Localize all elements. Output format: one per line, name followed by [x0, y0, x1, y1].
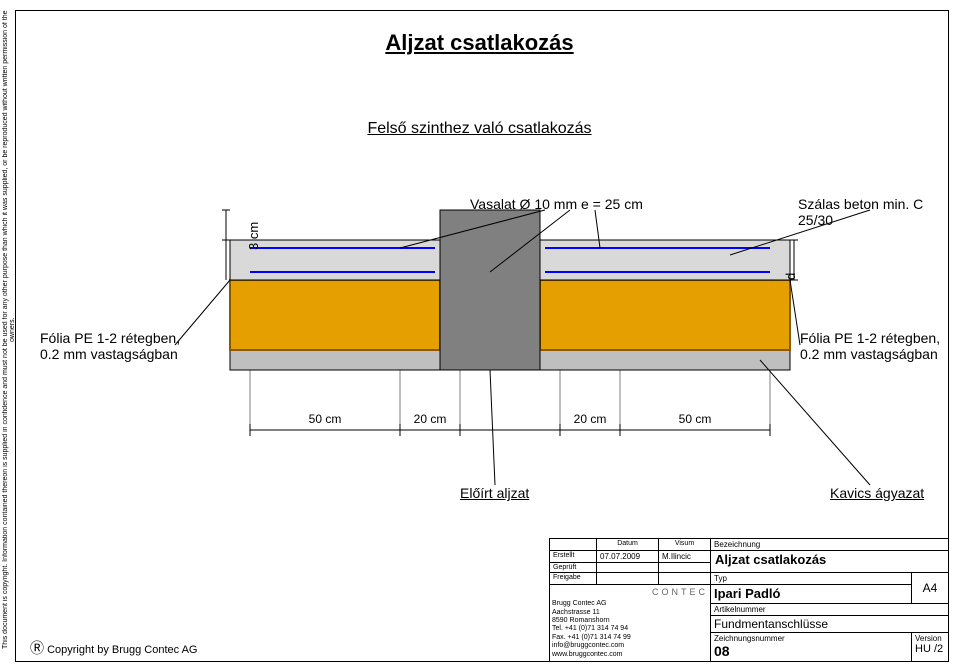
vasalat-label: Vasalat Ø 10 mm e = 25 cm [470, 196, 643, 212]
szalas-label: Szálas beton min. C 25/30 [798, 196, 959, 228]
d-label: d [783, 273, 798, 280]
copyright-bottom: Ⓡ Copyright by Brugg Contec AG [30, 638, 197, 658]
dim-label: 20 cm [405, 412, 455, 426]
title-block: Datum Visum Bezeichnung Erstellt 07.07.2… [549, 538, 949, 662]
folia-left: Fólia PE 1-2 rétegben, 0.2 mm vastagságb… [40, 330, 180, 362]
dim-label: 50 cm [300, 412, 350, 426]
folia-right: Fólia PE 1-2 rétegben, 0.2 mm vastagságb… [800, 330, 940, 362]
bezeichnung-label: Bezeichnung [711, 539, 949, 551]
eloirt-label: Előírt aljzat [460, 485, 529, 501]
logo: CONTEC [552, 587, 708, 600]
three-cm-label: 3 cm [246, 222, 261, 250]
dim-label: 20 cm [565, 412, 615, 426]
bezeichnung: Aljzat csatlakozás [711, 551, 949, 573]
kavics-label: Kavics ágyazat [830, 485, 924, 501]
dim-label: 50 cm [670, 412, 720, 426]
